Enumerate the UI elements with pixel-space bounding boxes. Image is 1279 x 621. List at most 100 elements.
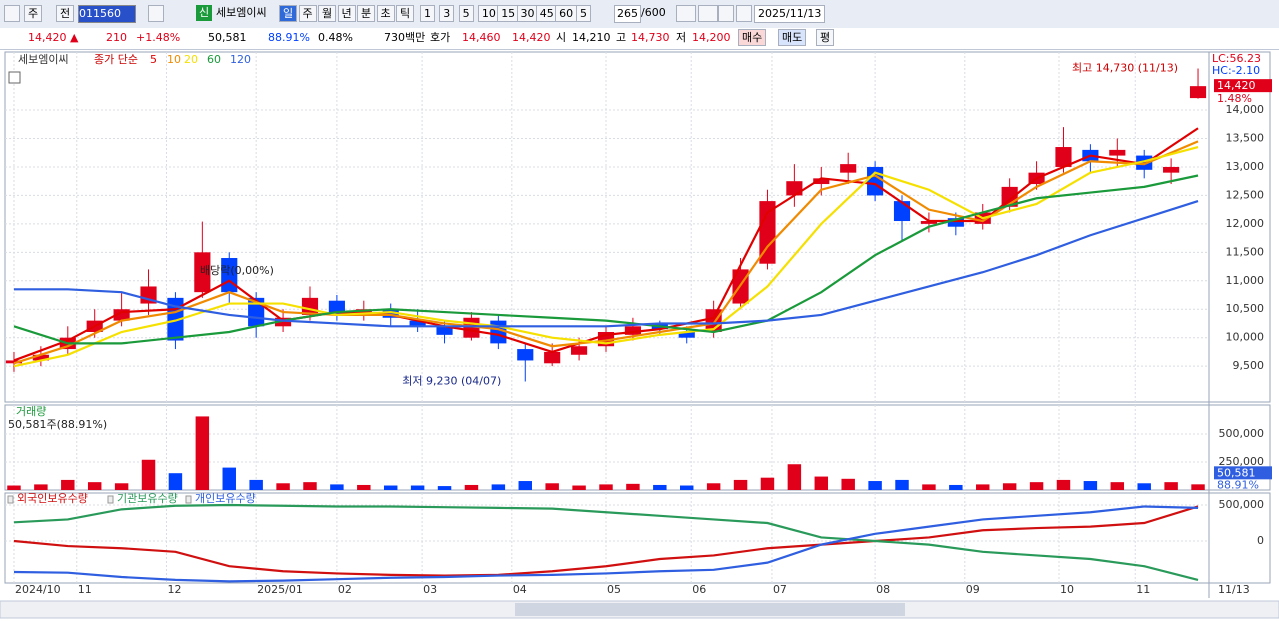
y-tick-label: 12,000 [1226, 217, 1265, 230]
calendar-icon [8, 71, 21, 84]
candle-body [947, 218, 964, 227]
candle-body [624, 326, 641, 335]
panel-status: 50,581주(88.91%) [8, 418, 107, 431]
annotation-dividend: 배당락(0,00%) [200, 264, 274, 277]
y-tick-label: 13,000 [1226, 160, 1265, 173]
series-line [13, 505, 1199, 577]
candle-body [1055, 147, 1072, 167]
y-tick-label: 12,500 [1226, 188, 1265, 201]
market-select[interactable]: 주 [24, 5, 43, 22]
count-select[interactable]: 5 [576, 5, 591, 22]
series-line [13, 145, 1199, 368]
x-tick-label: 11 [1136, 583, 1150, 596]
interval-button[interactable]: 5 [458, 5, 474, 22]
candle-body [867, 166, 884, 196]
interval-button[interactable]: 3 [439, 5, 455, 22]
y-tick-label: 250,000 [1219, 455, 1265, 468]
x-tick-label: 09 [966, 583, 980, 596]
volume-bar [518, 481, 532, 490]
new-badge: 신 [196, 5, 213, 21]
annotation-low: 최저 9,230 (04/07) [402, 375, 501, 388]
volume-bar [572, 485, 586, 490]
stock-name: 세보엠이씨 [216, 6, 267, 19]
change: 210 [106, 31, 127, 44]
tool-icon[interactable] [676, 5, 696, 22]
date-input[interactable]: 2025/11/13 [754, 5, 826, 23]
period-button[interactable]: 주 [298, 5, 317, 22]
volume-bar [222, 467, 236, 490]
legend-swatch [107, 495, 114, 504]
candle-body [1109, 149, 1126, 156]
legend-entry: 외국인보유수량 [17, 492, 88, 505]
buy-button[interactable]: 매수 [738, 29, 767, 46]
volume-bar [61, 479, 75, 490]
bid: 14,420 [512, 31, 551, 44]
volume-bar [330, 484, 344, 490]
legend-swatch [185, 495, 192, 504]
change-pct: +1.48% [136, 31, 181, 44]
volume-bar [706, 483, 721, 490]
sell-button[interactable]: 매도 [778, 29, 807, 46]
volume-bar [1083, 481, 1098, 490]
scroll-thumb[interactable] [515, 603, 905, 616]
annotation-high: 최고 14,730 (11/13) [1072, 62, 1178, 75]
candle-body [920, 221, 937, 224]
ask-label: 호가 [430, 31, 451, 44]
candle-body [32, 354, 49, 361]
period-button[interactable]: 분 [357, 5, 376, 22]
low-label: 저 [676, 31, 687, 44]
x-tick-label: 08 [876, 583, 890, 596]
chart: 9,500 10,000 10,500 11,000 11,500 12,000 12,50… [0, 51, 1279, 619]
menu-icon[interactable] [4, 5, 20, 22]
last-volume-pct: 88.91% [1217, 478, 1259, 491]
volume-bar [1056, 479, 1071, 490]
x-tick-label: 07 [773, 583, 787, 596]
tool-icon[interactable] [698, 5, 718, 22]
interval-button[interactable]: 1 [420, 5, 435, 22]
volume-bar [680, 485, 694, 490]
candle-body [382, 309, 399, 318]
candle-body [1189, 86, 1207, 99]
series-line [13, 140, 1199, 365]
volume-bar [733, 479, 748, 490]
prev-button[interactable]: 전 [56, 5, 75, 22]
volume-bar [1191, 484, 1205, 490]
range-input[interactable]: 265 [614, 5, 641, 23]
period-button[interactable]: 일 [279, 5, 298, 22]
legend-swatch [7, 495, 14, 504]
open-label: 시 [556, 31, 567, 44]
interval-button[interactable]: 60 [555, 5, 578, 22]
candle-body [409, 320, 426, 327]
toolbar: 주 전 011560 신 세보엠이씨 5 265 /600 2025/11/13… [0, 0, 1279, 29]
legend-entry: 60 [207, 53, 221, 66]
volume-bar [491, 484, 506, 490]
tool-icon[interactable] [718, 5, 734, 22]
interval-button[interactable]: 30 [516, 5, 539, 22]
search-icon[interactable] [148, 5, 164, 22]
volume-bar [841, 478, 855, 490]
candle-body [678, 332, 695, 338]
y-tick-label: 14,000 [1226, 103, 1265, 116]
period-button[interactable]: 틱 [396, 5, 415, 22]
volume-bar [7, 485, 21, 490]
interval-button[interactable]: 15 [497, 5, 520, 22]
volume-bar [1002, 483, 1017, 490]
high-label: 고 [616, 31, 627, 44]
volume-bar [868, 481, 882, 490]
panel-frame [4, 492, 1271, 584]
candle-body [517, 349, 534, 361]
volume-bar [437, 486, 452, 490]
legend-entry: 5 [150, 53, 157, 66]
volume-bar [599, 484, 613, 490]
period-button[interactable]: 초 [376, 5, 395, 22]
candle-body [1163, 166, 1180, 173]
volume-bar [1110, 482, 1125, 490]
code-input[interactable]: 011560 [78, 5, 136, 23]
avg-button[interactable]: 평 [816, 29, 835, 46]
period-button[interactable]: 월 [318, 5, 337, 22]
volume-bar [760, 477, 775, 490]
settings-icon[interactable] [736, 5, 752, 22]
volume-bar [976, 484, 990, 490]
period-button[interactable]: 년 [337, 5, 356, 22]
